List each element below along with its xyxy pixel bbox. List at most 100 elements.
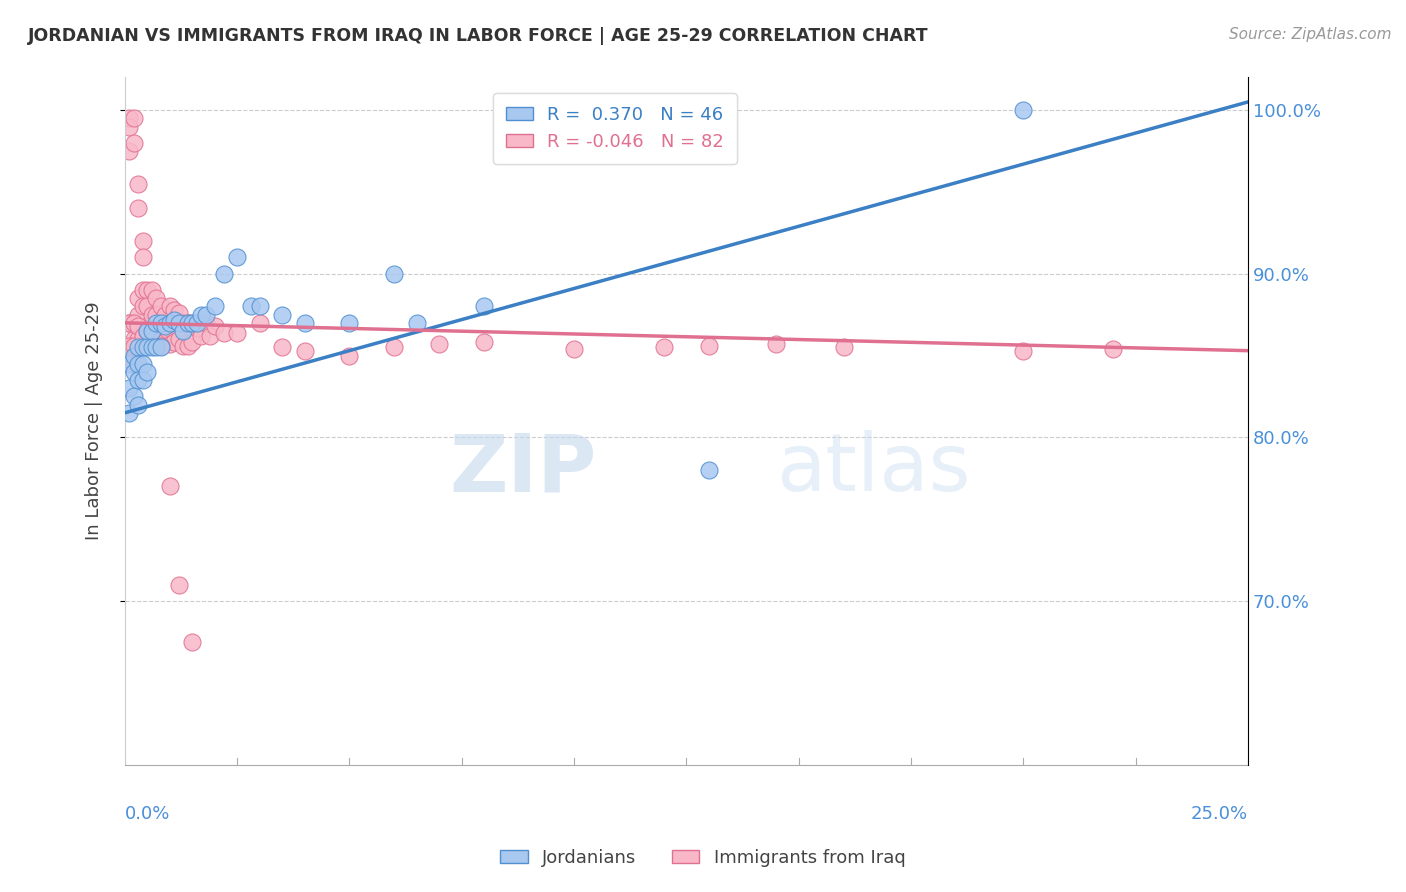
Point — [118, 144, 141, 158]
Legend: R =  0.370   N = 46, R = -0.046   N = 82: R = 0.370 N = 46, R = -0.046 N = 82 — [494, 94, 737, 163]
Point — [190, 329, 212, 343]
Point — [697, 463, 720, 477]
Point — [405, 316, 427, 330]
Point — [249, 316, 271, 330]
Point — [1012, 103, 1035, 117]
Point — [141, 329, 163, 343]
Text: Source: ZipAtlas.com: Source: ZipAtlas.com — [1229, 27, 1392, 42]
Point — [122, 316, 145, 330]
Point — [118, 406, 141, 420]
Point — [1102, 342, 1125, 356]
Point — [149, 340, 172, 354]
Point — [167, 332, 190, 346]
Point — [159, 316, 181, 330]
Point — [122, 357, 145, 371]
Point — [149, 335, 172, 350]
Point — [204, 319, 226, 334]
Point — [118, 381, 141, 395]
Point — [181, 635, 204, 649]
Point — [149, 316, 172, 330]
Point — [155, 308, 177, 322]
Point — [118, 339, 141, 353]
Point — [145, 335, 167, 350]
Point — [271, 340, 294, 354]
Point — [118, 120, 141, 134]
Point — [226, 326, 249, 340]
Point — [122, 112, 145, 126]
Point — [127, 340, 149, 354]
Point — [382, 340, 405, 354]
Point — [122, 332, 145, 346]
Point — [136, 324, 159, 338]
Point — [127, 291, 149, 305]
Point — [132, 329, 155, 343]
Point — [177, 316, 200, 330]
Point — [136, 319, 159, 334]
Point — [159, 479, 181, 493]
Point — [145, 332, 167, 346]
Point — [122, 389, 145, 403]
Point — [339, 316, 361, 330]
Point — [249, 300, 271, 314]
Point — [132, 251, 155, 265]
Point — [136, 340, 159, 354]
Point — [141, 332, 163, 346]
Point — [122, 365, 145, 379]
Point — [194, 308, 217, 322]
Point — [1012, 343, 1035, 358]
Point — [427, 337, 450, 351]
Point — [163, 335, 186, 350]
Point — [562, 342, 585, 356]
Point — [118, 112, 141, 126]
Point — [122, 339, 145, 353]
Point — [132, 234, 155, 248]
Point — [141, 308, 163, 322]
Point — [239, 300, 262, 314]
Point — [177, 339, 200, 353]
Point — [472, 335, 495, 350]
Point — [155, 329, 177, 343]
Point — [172, 339, 194, 353]
Point — [181, 335, 204, 350]
Point — [159, 316, 181, 330]
Point — [149, 339, 172, 353]
Point — [141, 340, 163, 354]
Point — [136, 300, 159, 314]
Y-axis label: In Labor Force | Age 25-29: In Labor Force | Age 25-29 — [86, 301, 103, 541]
Point — [127, 373, 149, 387]
Point — [127, 319, 149, 334]
Point — [167, 577, 190, 591]
Point — [127, 398, 149, 412]
Point — [145, 308, 167, 322]
Point — [172, 324, 194, 338]
Point — [132, 300, 155, 314]
Point — [697, 339, 720, 353]
Point — [294, 316, 316, 330]
Point — [159, 337, 181, 351]
Text: 25.0%: 25.0% — [1191, 805, 1249, 823]
Point — [194, 316, 217, 330]
Point — [132, 357, 155, 371]
Point — [765, 337, 787, 351]
Text: JORDANIAN VS IMMIGRANTS FROM IRAQ IN LABOR FORCE | AGE 25-29 CORRELATION CHART: JORDANIAN VS IMMIGRANTS FROM IRAQ IN LAB… — [28, 27, 929, 45]
Point — [181, 316, 204, 330]
Point — [155, 319, 177, 334]
Point — [167, 316, 190, 330]
Point — [181, 316, 204, 330]
Point — [294, 343, 316, 358]
Point — [472, 300, 495, 314]
Point — [271, 308, 294, 322]
Point — [145, 291, 167, 305]
Point — [136, 365, 159, 379]
Point — [145, 316, 167, 330]
Point — [163, 302, 186, 317]
Point — [149, 316, 172, 330]
Point — [127, 357, 149, 371]
Text: atlas: atlas — [776, 430, 970, 508]
Point — [163, 312, 186, 326]
Point — [141, 324, 163, 338]
Point — [122, 349, 145, 363]
Point — [226, 251, 249, 265]
Point — [212, 326, 235, 340]
Point — [127, 177, 149, 191]
